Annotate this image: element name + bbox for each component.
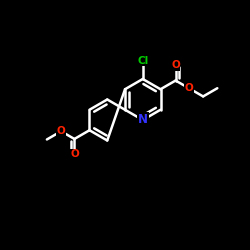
Text: O: O — [171, 60, 180, 70]
Text: O: O — [57, 126, 66, 136]
Text: O: O — [184, 83, 193, 93]
Text: N: N — [138, 114, 148, 126]
Text: Cl: Cl — [137, 56, 148, 66]
Text: O: O — [70, 149, 79, 159]
